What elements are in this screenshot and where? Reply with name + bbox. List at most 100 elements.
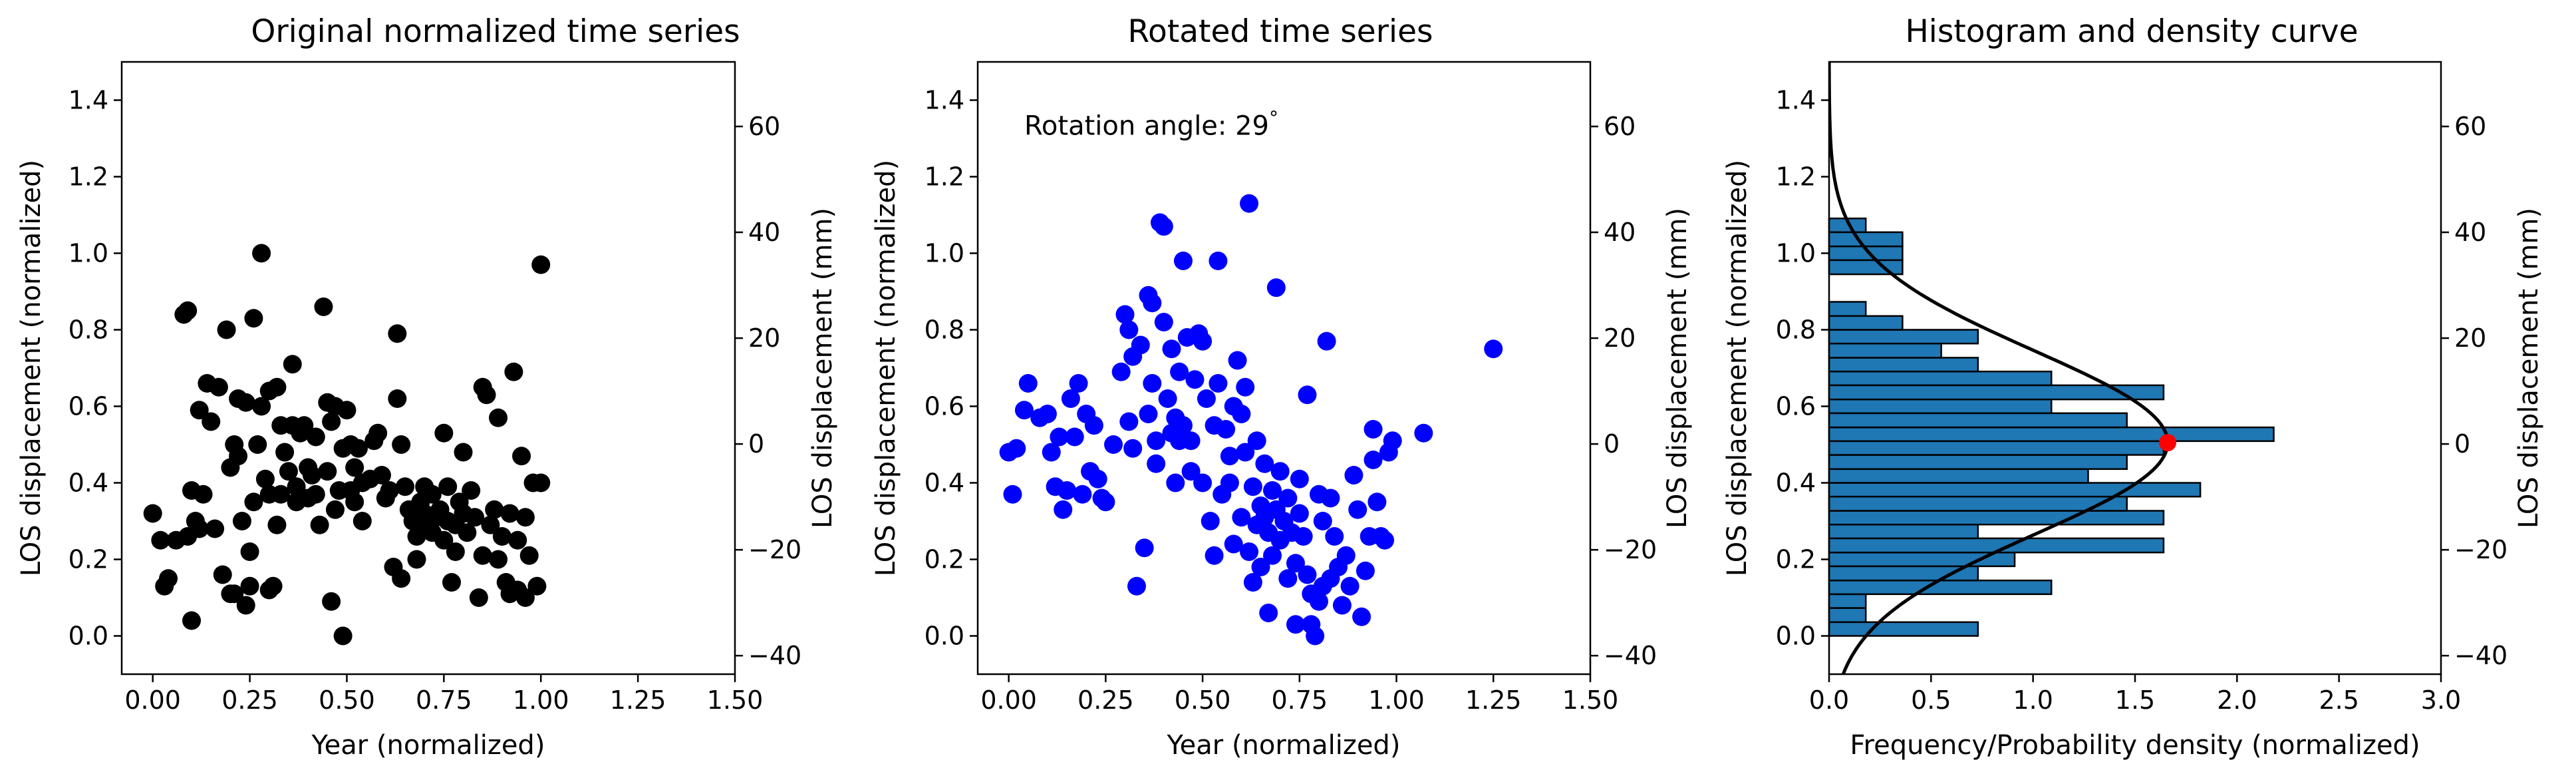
rotation-annotation: Rotation angle: 29° <box>1024 106 1278 141</box>
right-axis-label: LOS displacement (mm) <box>807 208 838 528</box>
data-point <box>434 423 454 443</box>
histogram-bar <box>1828 329 1979 345</box>
data-point <box>527 576 547 596</box>
data-point <box>1332 596 1352 615</box>
data-point <box>1143 374 1162 393</box>
x-tick-label: 1.00 <box>1368 685 1425 715</box>
data-point <box>1321 488 1340 508</box>
y-tick-label: 1.0 <box>1776 239 1816 268</box>
data-point <box>275 443 295 462</box>
x-tick-label: 0.00 <box>980 685 1037 715</box>
x-tick-label: 1.25 <box>1465 685 1522 715</box>
y-tick-label: 0.2 <box>925 545 964 574</box>
data-point <box>1266 278 1286 297</box>
y-tick-label: 0.8 <box>925 315 964 345</box>
y-tick-label: 0.0 <box>69 622 108 651</box>
y-tick-label: 0.8 <box>1776 315 1816 345</box>
x-tick-label: 1.25 <box>610 685 666 715</box>
y-tick-label: 0.4 <box>1776 469 1816 498</box>
data-point <box>388 324 407 343</box>
x-tick-label: 0.50 <box>1175 685 1231 715</box>
data-point <box>1298 385 1317 405</box>
x-tick-label: 1.50 <box>1562 685 1619 715</box>
data-point <box>392 435 411 454</box>
data-point <box>213 565 232 584</box>
histogram-bar <box>1828 440 2165 456</box>
data-point <box>314 297 333 316</box>
data-point <box>1158 389 1177 408</box>
data-point <box>515 588 535 607</box>
data-point <box>1147 454 1166 473</box>
x-tick-label: 0.75 <box>1272 685 1328 715</box>
data-point <box>1003 485 1022 504</box>
histogram-bar <box>1828 301 1867 317</box>
data-point <box>1352 607 1371 626</box>
data-point <box>1154 313 1173 331</box>
data-point <box>1325 527 1344 546</box>
histogram-bar <box>1828 426 2275 443</box>
right-tick-label: −20 <box>748 535 801 564</box>
data-point <box>353 512 372 530</box>
data-point <box>1205 546 1224 565</box>
data-point <box>1166 473 1185 492</box>
data-point <box>1038 405 1057 423</box>
right-axis-ticks: −40 −20 0 20 40 60 <box>735 112 801 670</box>
data-point <box>287 477 306 496</box>
y-tick-label: 1.0 <box>925 239 964 268</box>
data-point <box>1123 439 1143 458</box>
data-point <box>454 443 473 462</box>
data-point <box>1173 252 1193 270</box>
data-point <box>368 423 388 443</box>
data-point <box>1154 217 1173 236</box>
data-point <box>1286 554 1305 573</box>
data-point <box>1484 339 1503 359</box>
data-point <box>531 473 551 492</box>
data-point <box>267 515 287 534</box>
right-tick-label: −20 <box>2454 535 2507 564</box>
y-axis-label: LOS displacement (normalized) <box>16 160 47 576</box>
right-axis-ticks: −40 −20 0 20 40 60 <box>1590 112 1657 670</box>
data-point <box>1236 377 1255 397</box>
data-point <box>252 397 271 416</box>
x-tick-label: 3.0 <box>2421 685 2461 715</box>
histogram-bar <box>1828 593 1867 609</box>
data-point <box>1290 504 1309 523</box>
data-point <box>325 500 345 519</box>
data-point <box>271 485 291 504</box>
x-tick-label: 2.5 <box>2319 685 2359 715</box>
data-point <box>1131 335 1150 355</box>
right-tick-label: 60 <box>1604 112 1636 141</box>
data-point <box>1220 473 1239 492</box>
data-point <box>407 527 426 546</box>
histogram-bar <box>1828 468 2089 484</box>
data-point <box>229 447 248 466</box>
right-tick-label: −20 <box>1604 535 1657 564</box>
data-point <box>1348 500 1367 519</box>
histogram-bar <box>1828 370 2053 387</box>
panel-original-series: Original normalized time series 0.00 0.25… <box>16 13 838 761</box>
data-point <box>372 466 391 485</box>
degree-sign: ° <box>1269 106 1278 128</box>
y-tick-label: 1.2 <box>925 162 964 192</box>
data-point <box>481 515 500 534</box>
data-point <box>1054 500 1073 519</box>
data-point <box>489 550 508 569</box>
histogram-bar <box>1828 357 1979 373</box>
data-point <box>446 542 465 561</box>
panel-rotated-series: Rotated time series 0.00 0.25 0.50 0.75 1.00… <box>871 13 1693 761</box>
data-point <box>442 573 462 592</box>
x-tick-label: 1.00 <box>513 685 569 715</box>
data-point <box>333 626 353 646</box>
y-tick-label: 0.8 <box>69 315 108 345</box>
data-point <box>1290 469 1309 488</box>
data-point <box>310 515 329 534</box>
data-point <box>1197 389 1216 408</box>
data-point <box>469 588 488 607</box>
data-point <box>1251 558 1270 576</box>
panel-title: Histogram and density curve <box>1905 13 2358 50</box>
data-point <box>240 576 259 596</box>
scatter-points <box>143 244 551 646</box>
histogram-bar <box>1828 510 2165 526</box>
density-curve <box>1829 62 2170 674</box>
data-point <box>306 427 325 447</box>
